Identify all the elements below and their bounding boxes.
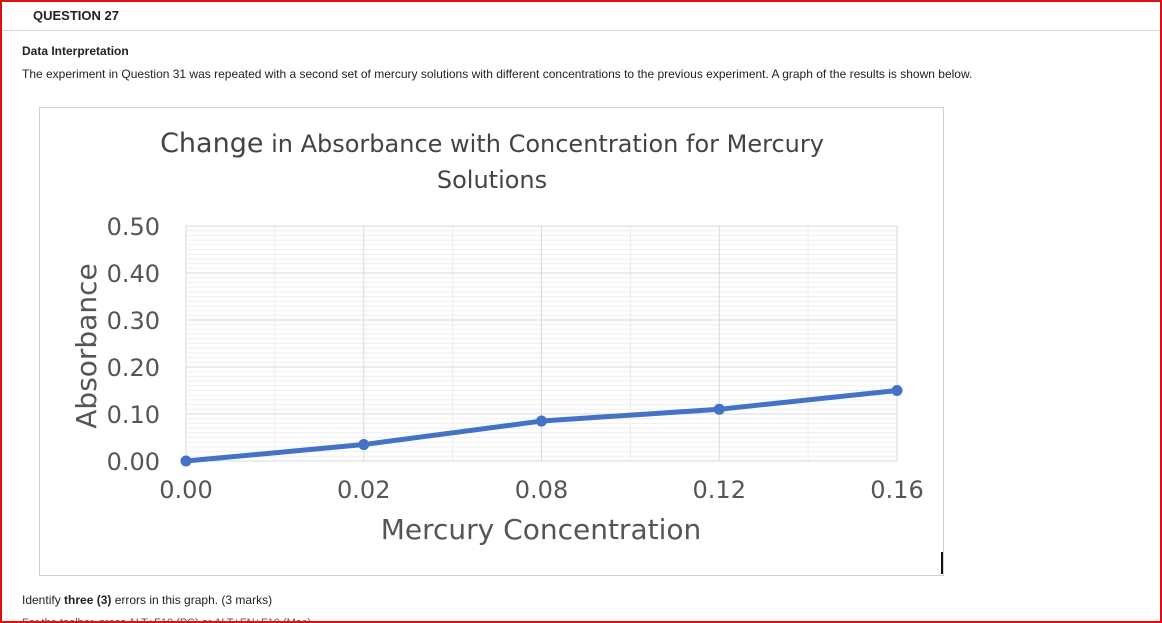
question-header: QUESTION 27 — [33, 8, 119, 23]
question-intro: The experiment in Question 31 was repeat… — [22, 67, 973, 81]
y-tick-label: 0.20 — [107, 354, 160, 382]
y-tick-label: 0.00 — [107, 448, 160, 476]
editor-toolbar-hint: For the toolbar, press ALT+F10 (PC) or A… — [22, 613, 314, 621]
header-divider — [2, 30, 1160, 31]
x-tick-label: 0.12 — [693, 476, 746, 504]
chart-title-rest: in Absorbance with Concentration for Mer… — [263, 130, 823, 158]
x-axis-ticks: 0.00 0.02 0.08 0.12 0.16 — [159, 476, 923, 504]
image-edge-mark — [941, 552, 943, 574]
y-tick-label: 0.40 — [107, 260, 160, 288]
section-title: Data Interpretation — [22, 44, 129, 58]
y-axis-label: Absorbance — [70, 263, 103, 428]
x-axis-label: Mercury Concentration — [381, 513, 701, 546]
data-point — [180, 455, 192, 467]
data-point — [891, 385, 903, 396]
series-absorbance — [180, 385, 903, 467]
y-tick-label: 0.50 — [107, 213, 160, 241]
y-tick-label: 0.30 — [107, 307, 160, 335]
data-point — [713, 403, 725, 415]
line-chart: Change in Absorbance with Concentration … — [70, 128, 924, 546]
chart-image: Change in Absorbance with Concentration … — [39, 107, 944, 576]
prompt-count: three (3) — [64, 593, 112, 607]
question-prompt: Identify three (3) errors in this graph.… — [22, 593, 272, 607]
chart-title-line1: Change in Absorbance with Concentration … — [160, 128, 824, 159]
prompt-post: errors in this graph. (3 marks) — [111, 593, 273, 607]
chart-title-line2: Solutions — [437, 166, 547, 194]
data-point — [358, 439, 370, 451]
y-tick-label: 0.10 — [107, 401, 160, 429]
x-tick-label: 0.08 — [515, 476, 568, 504]
chart-title-word: Change — [160, 128, 263, 159]
x-tick-label: 0.02 — [337, 476, 390, 504]
x-tick-label: 0.16 — [870, 476, 923, 504]
data-point — [536, 415, 547, 427]
x-tick-label: 0.00 — [159, 476, 212, 504]
y-axis-ticks: 0.00 0.10 0.20 0.30 0.40 0.50 — [107, 213, 160, 476]
prompt-pre: Identify — [22, 593, 65, 607]
